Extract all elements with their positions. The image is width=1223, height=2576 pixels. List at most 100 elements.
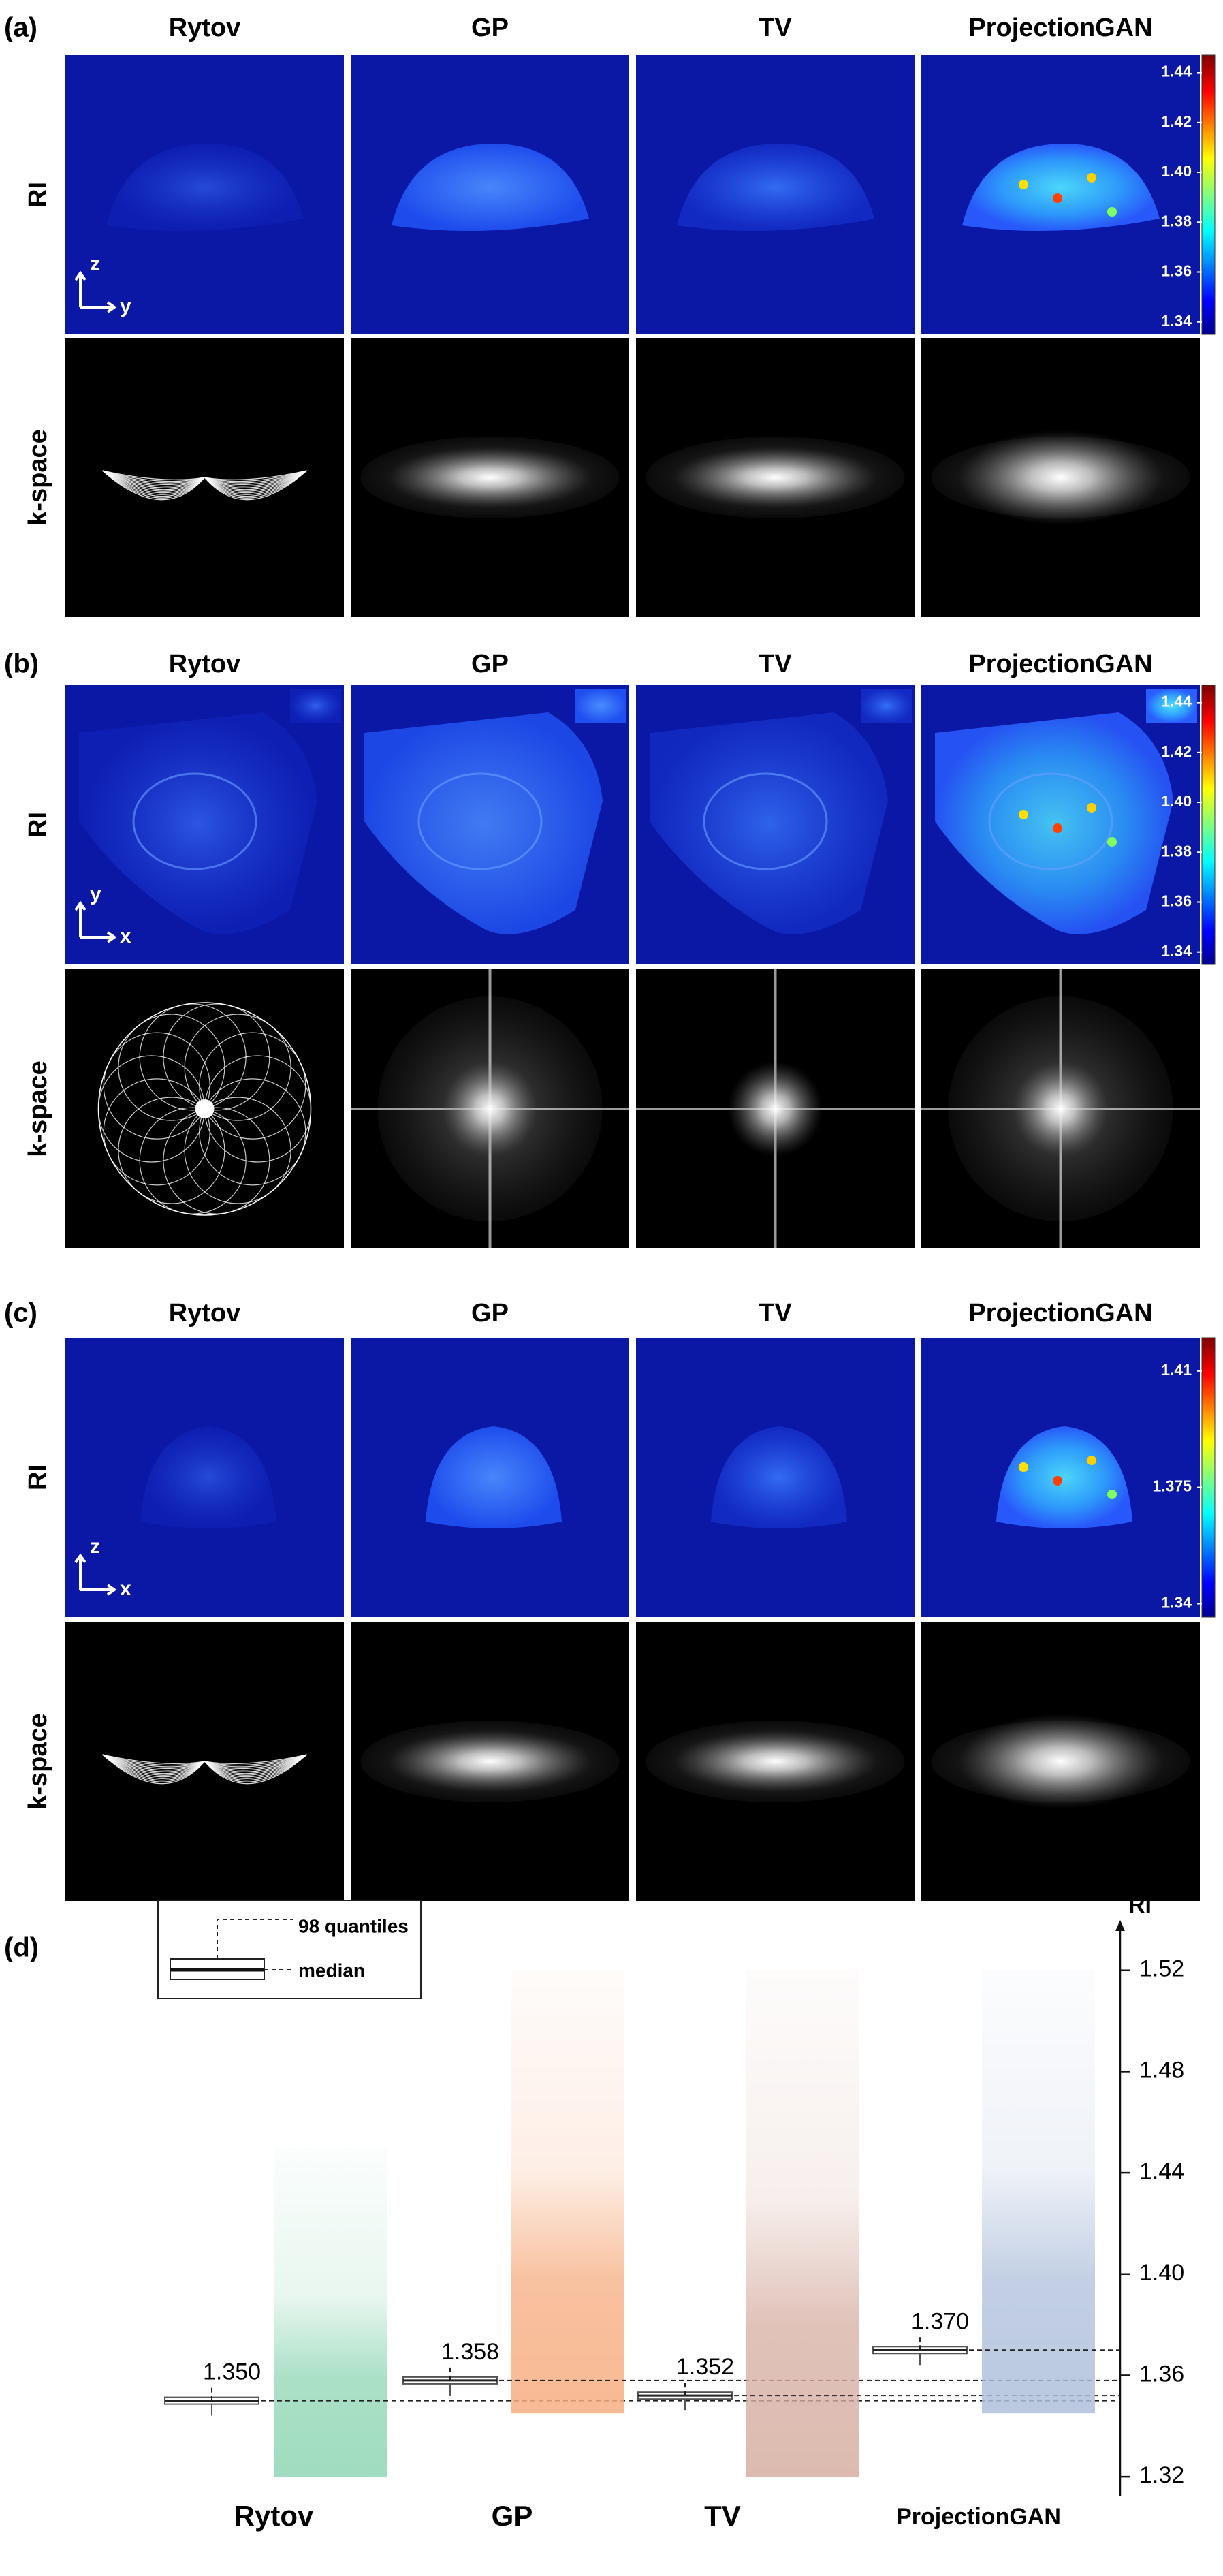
y-tick-label: 1.32: [1139, 2462, 1184, 2488]
bright-spot: [1087, 173, 1096, 183]
bright-spot: [1019, 180, 1028, 189]
k-arc: [102, 470, 307, 501]
nucleus: [988, 772, 1113, 870]
k-glow: [1013, 1061, 1109, 1157]
ri-image: [921, 685, 1200, 964]
bright-spot: [1087, 1456, 1096, 1465]
k-glow: [442, 1061, 538, 1157]
kspace-image: [351, 1622, 629, 1901]
ri-image: [351, 1338, 629, 1617]
kspace-image: [921, 338, 1200, 617]
column-title: ProjectionGAN: [968, 14, 1152, 42]
column-title: ProjectionGAN: [968, 1299, 1152, 1328]
column-title: GP: [471, 14, 509, 42]
legend-leader: [217, 1919, 293, 1959]
axis-arrow: [74, 1553, 117, 1596]
bright-spot: [1053, 193, 1062, 203]
x-tick-label: TV: [704, 2500, 741, 2532]
y-axis-title: RI: [1128, 1892, 1151, 1918]
colorbar: [1201, 1337, 1216, 1618]
kspace-image: [65, 969, 344, 1248]
ri-image: [351, 55, 629, 334]
x-tick-label: Rytov: [234, 2500, 314, 2532]
column-title: GP: [471, 650, 509, 678]
colorbar-tick-label: 1.44: [1161, 63, 1192, 80]
axis-label-vertical: y: [90, 883, 101, 905]
colorbar-tick-label: 1.44: [1161, 693, 1192, 710]
x-tick-label: GP: [492, 2500, 533, 2532]
ri-image: [65, 55, 344, 334]
colorbar-tick-label: 1.40: [1161, 162, 1192, 180]
cell-shape: [106, 144, 304, 231]
colorbar-tick-label: 1.36: [1161, 892, 1192, 910]
legend-box: [157, 1900, 422, 1999]
cell-shape: [575, 689, 626, 723]
colorbar-tick-label: 1.42: [1161, 742, 1192, 760]
ri-image: [636, 55, 915, 334]
bright-spot: [1087, 803, 1096, 813]
axis-label-vertical: z: [90, 1535, 100, 1558]
row-label: RI: [24, 182, 52, 208]
cell-shape: [140, 1426, 276, 1528]
cell-shape: [79, 712, 317, 934]
column-title: ProjectionGAN: [968, 650, 1152, 678]
k-glow: [673, 447, 878, 508]
kspace-image: [636, 1622, 915, 1901]
cell-shape: [935, 712, 1173, 934]
median-leader: [211, 2385, 1120, 2402]
ri-image: [921, 55, 1200, 334]
row-label: k-space: [24, 1061, 52, 1157]
colorbar: [1201, 54, 1216, 335]
panel-label: (d): [4, 1933, 39, 1963]
median-label: 1.352: [676, 2354, 734, 2380]
kspace-image: [65, 1622, 344, 1901]
kspace-image: [921, 1622, 1200, 1901]
k-glow: [673, 1731, 878, 1792]
bright-spot: [1107, 1490, 1117, 1499]
k-arc: [102, 1754, 307, 1785]
ri-image: [65, 685, 344, 964]
row-label: k-space: [24, 1713, 52, 1810]
distribution: [511, 1970, 624, 2414]
row-label: RI: [24, 812, 52, 838]
nucleus: [417, 772, 543, 870]
colorbar-tick-label: 1.38: [1161, 212, 1192, 230]
colorbar-tick-label: 1.34: [1161, 312, 1192, 330]
axis-arrow: [74, 900, 117, 943]
axis-label-vertical: z: [90, 253, 100, 275]
bright-spot: [1053, 1476, 1062, 1486]
panel-label: (a): [4, 13, 37, 43]
cell-shape: [364, 712, 603, 934]
colorbar-tick-label: 1.34: [1161, 942, 1192, 960]
bright-spot: [1019, 810, 1028, 819]
bright-spot: [1107, 207, 1117, 217]
nucleus: [703, 772, 828, 870]
kspace-image: [636, 338, 915, 617]
column-title: TV: [759, 14, 792, 42]
cell-shape: [426, 1426, 562, 1528]
k-glow: [958, 1714, 1163, 1809]
column-title: Rytov: [169, 14, 241, 42]
ri-image: [65, 1338, 344, 1617]
colorbar-tick-label: 1.375: [1152, 1477, 1192, 1495]
axis-arrow: [74, 270, 117, 313]
y-axis-arrow: [1115, 1920, 1125, 1931]
legend-label: median: [298, 1960, 365, 1981]
ri-image: [351, 685, 629, 964]
kspace-image: [351, 338, 629, 617]
panel-label: (c): [4, 1298, 37, 1328]
cell-shape: [392, 144, 589, 231]
median-leader: [919, 2335, 1120, 2351]
k-arc: [163, 1003, 270, 1111]
y-tick-label: 1.48: [1139, 2057, 1184, 2083]
colorbar-tick-label: 1.34: [1161, 1594, 1192, 1612]
column-title: TV: [759, 650, 792, 678]
nucleus: [132, 772, 257, 870]
column-title: Rytov: [169, 1299, 241, 1328]
colorbar-tick-label: 1.36: [1161, 262, 1192, 280]
k-glow: [387, 447, 592, 508]
column-title: GP: [471, 1299, 509, 1328]
panel-label: (b): [4, 649, 39, 679]
kspace-image: [65, 338, 344, 617]
